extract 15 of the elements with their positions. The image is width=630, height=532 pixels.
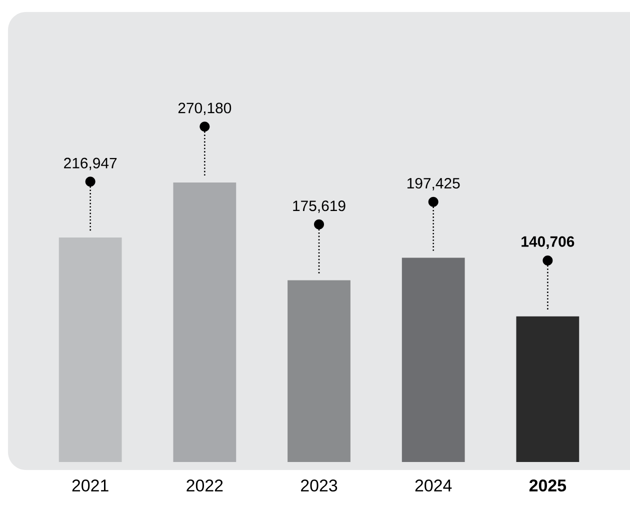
bar <box>58 238 122 462</box>
x-tick-label: 2023 <box>301 480 338 492</box>
x-tick-label: 2024 <box>415 480 452 492</box>
data-label: 216,947 <box>64 158 117 170</box>
x-tick-label: 2021 <box>72 480 108 492</box>
bar <box>288 280 350 462</box>
data-label: 175,619 <box>293 200 346 213</box>
data-label: 140,706 <box>522 236 574 250</box>
bar <box>402 258 465 462</box>
bar <box>516 316 580 462</box>
data-label: 270,180 <box>178 102 232 116</box>
x-tick-label: 2025 <box>529 480 566 492</box>
bar <box>173 182 236 462</box>
x-tick-label: 2022 <box>186 480 223 492</box>
data-label: 197,425 <box>407 178 460 190</box>
